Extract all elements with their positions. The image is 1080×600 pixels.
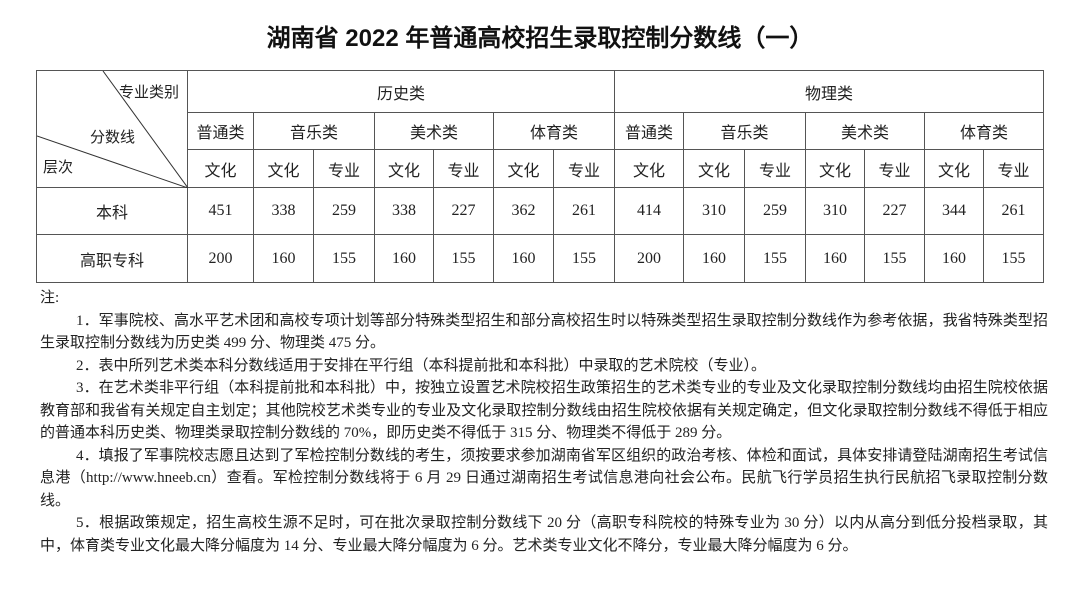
score-cell: 310 [805, 187, 865, 235]
score-cell: 160 [683, 234, 745, 283]
row-level-label: 高职专科 [36, 234, 188, 283]
score-cell: 338 [253, 187, 314, 235]
notes-section: 注: 1．军事院校、高水平艺术团和高校专项计划等部分特殊类型招生和部分高校招生时… [40, 287, 1048, 557]
score-cell: 160 [374, 234, 434, 283]
corner-score-label: 分数线 [90, 130, 136, 146]
score-table: 专业类别 分数线 层次 历史类 物理类 普通类 音乐类 美术类 体育类 普通类 音乐类 美术… [36, 70, 1044, 283]
group-history-header: 历史类 [187, 70, 615, 113]
column-header: 文化 [493, 149, 554, 188]
score-cell: 451 [187, 187, 254, 235]
table-row-undergraduate: 本科 451 338 259 338 227 362 261 414 310 259 310 227 34… [36, 187, 1044, 235]
score-cell: 160 [924, 234, 984, 283]
score-cell: 160 [253, 234, 314, 283]
note-item: 4．填报了军事院校志愿且达到了军检控制分数线的考生，须按要求参加湖南省军区组织的… [40, 447, 1048, 509]
header-row-groups: 专业类别 分数线 层次 历史类 物理类 [36, 70, 1044, 188]
page-title: 湖南省 2022 年普通高校招生录取控制分数线（一） [266, 25, 814, 52]
note-item: 5．根据政策规定，招生高校生源不足时，可在批次录取控制分数线下 20 分（高职专… [40, 515, 1048, 554]
column-header: 文化 [805, 149, 865, 188]
score-cell: 155 [983, 234, 1044, 283]
score-cell: 200 [614, 234, 684, 283]
column-header: 专业 [433, 149, 494, 188]
column-header: 文化 [683, 149, 745, 188]
score-cell: 259 [744, 187, 806, 235]
column-header: 文化 [924, 149, 984, 188]
column-header: 文化 [253, 149, 314, 188]
subcategory-header: 普通类 [614, 112, 684, 150]
row-level-label: 本科 [36, 187, 188, 235]
note-item: 1．军事院校、高水平艺术团和高校专项计划等部分特殊类型招生和部分高校招生时以特殊… [40, 312, 1048, 352]
score-cell: 310 [683, 187, 745, 235]
notes-label: 注: [40, 290, 60, 306]
subcategory-header: 普通类 [187, 112, 254, 150]
column-header: 专业 [744, 149, 806, 188]
note-item: 2．表中所列艺术类本科分数线适用于安排在平行组（本科提前批和本科批）中录取的艺术… [76, 357, 767, 374]
score-cell: 155 [313, 234, 375, 283]
score-cell: 338 [374, 187, 434, 235]
subcategory-header: 体育类 [493, 112, 615, 150]
score-cell: 259 [313, 187, 375, 235]
score-cell: 414 [614, 187, 684, 235]
column-header: 文化 [614, 149, 684, 188]
column-header: 专业 [553, 149, 615, 188]
score-cell: 155 [744, 234, 806, 283]
diagonal-lines [37, 71, 188, 188]
subcategory-header: 美术类 [805, 112, 925, 150]
score-cell: 362 [493, 187, 554, 235]
header-row-columns: 文化 文化 专业 文化 专业 文化 专业 文化 文化 专业 文化 专业 文化 专业 [37, 149, 1044, 188]
column-header: 专业 [313, 149, 375, 188]
column-header: 专业 [983, 149, 1044, 188]
column-header: 文化 [374, 149, 434, 188]
corner-header-cell: 专业类别 分数线 层次 [36, 70, 188, 188]
score-cell: 155 [864, 234, 925, 283]
score-cell: 261 [983, 187, 1044, 235]
note-item: 3．在艺术类非平行组（本科提前批和本科批）中，按独立设置艺术院校招生政策招生的艺… [40, 380, 1048, 441]
column-header: 专业 [864, 149, 925, 188]
subcategory-header: 音乐类 [683, 112, 806, 150]
subcategory-header: 体育类 [924, 112, 1044, 150]
column-header: 文化 [187, 149, 254, 188]
score-cell: 155 [433, 234, 494, 283]
score-cell: 261 [553, 187, 615, 235]
score-cell: 160 [805, 234, 865, 283]
score-cell: 227 [864, 187, 925, 235]
score-cell: 160 [493, 234, 554, 283]
subcategory-header: 美术类 [374, 112, 494, 150]
score-cell: 200 [187, 234, 254, 283]
score-cell: 155 [553, 234, 615, 283]
corner-category-label: 专业类别 [119, 85, 180, 101]
table-row-vocational: 高职专科 200 160 155 160 155 160 155 200 160 155 160 155… [36, 234, 1044, 283]
score-cell: 227 [433, 187, 494, 235]
score-cell: 344 [924, 187, 984, 235]
subcategory-header: 音乐类 [253, 112, 375, 150]
group-physics-header: 物理类 [614, 70, 1044, 113]
corner-level-label: 层次 [43, 160, 74, 176]
